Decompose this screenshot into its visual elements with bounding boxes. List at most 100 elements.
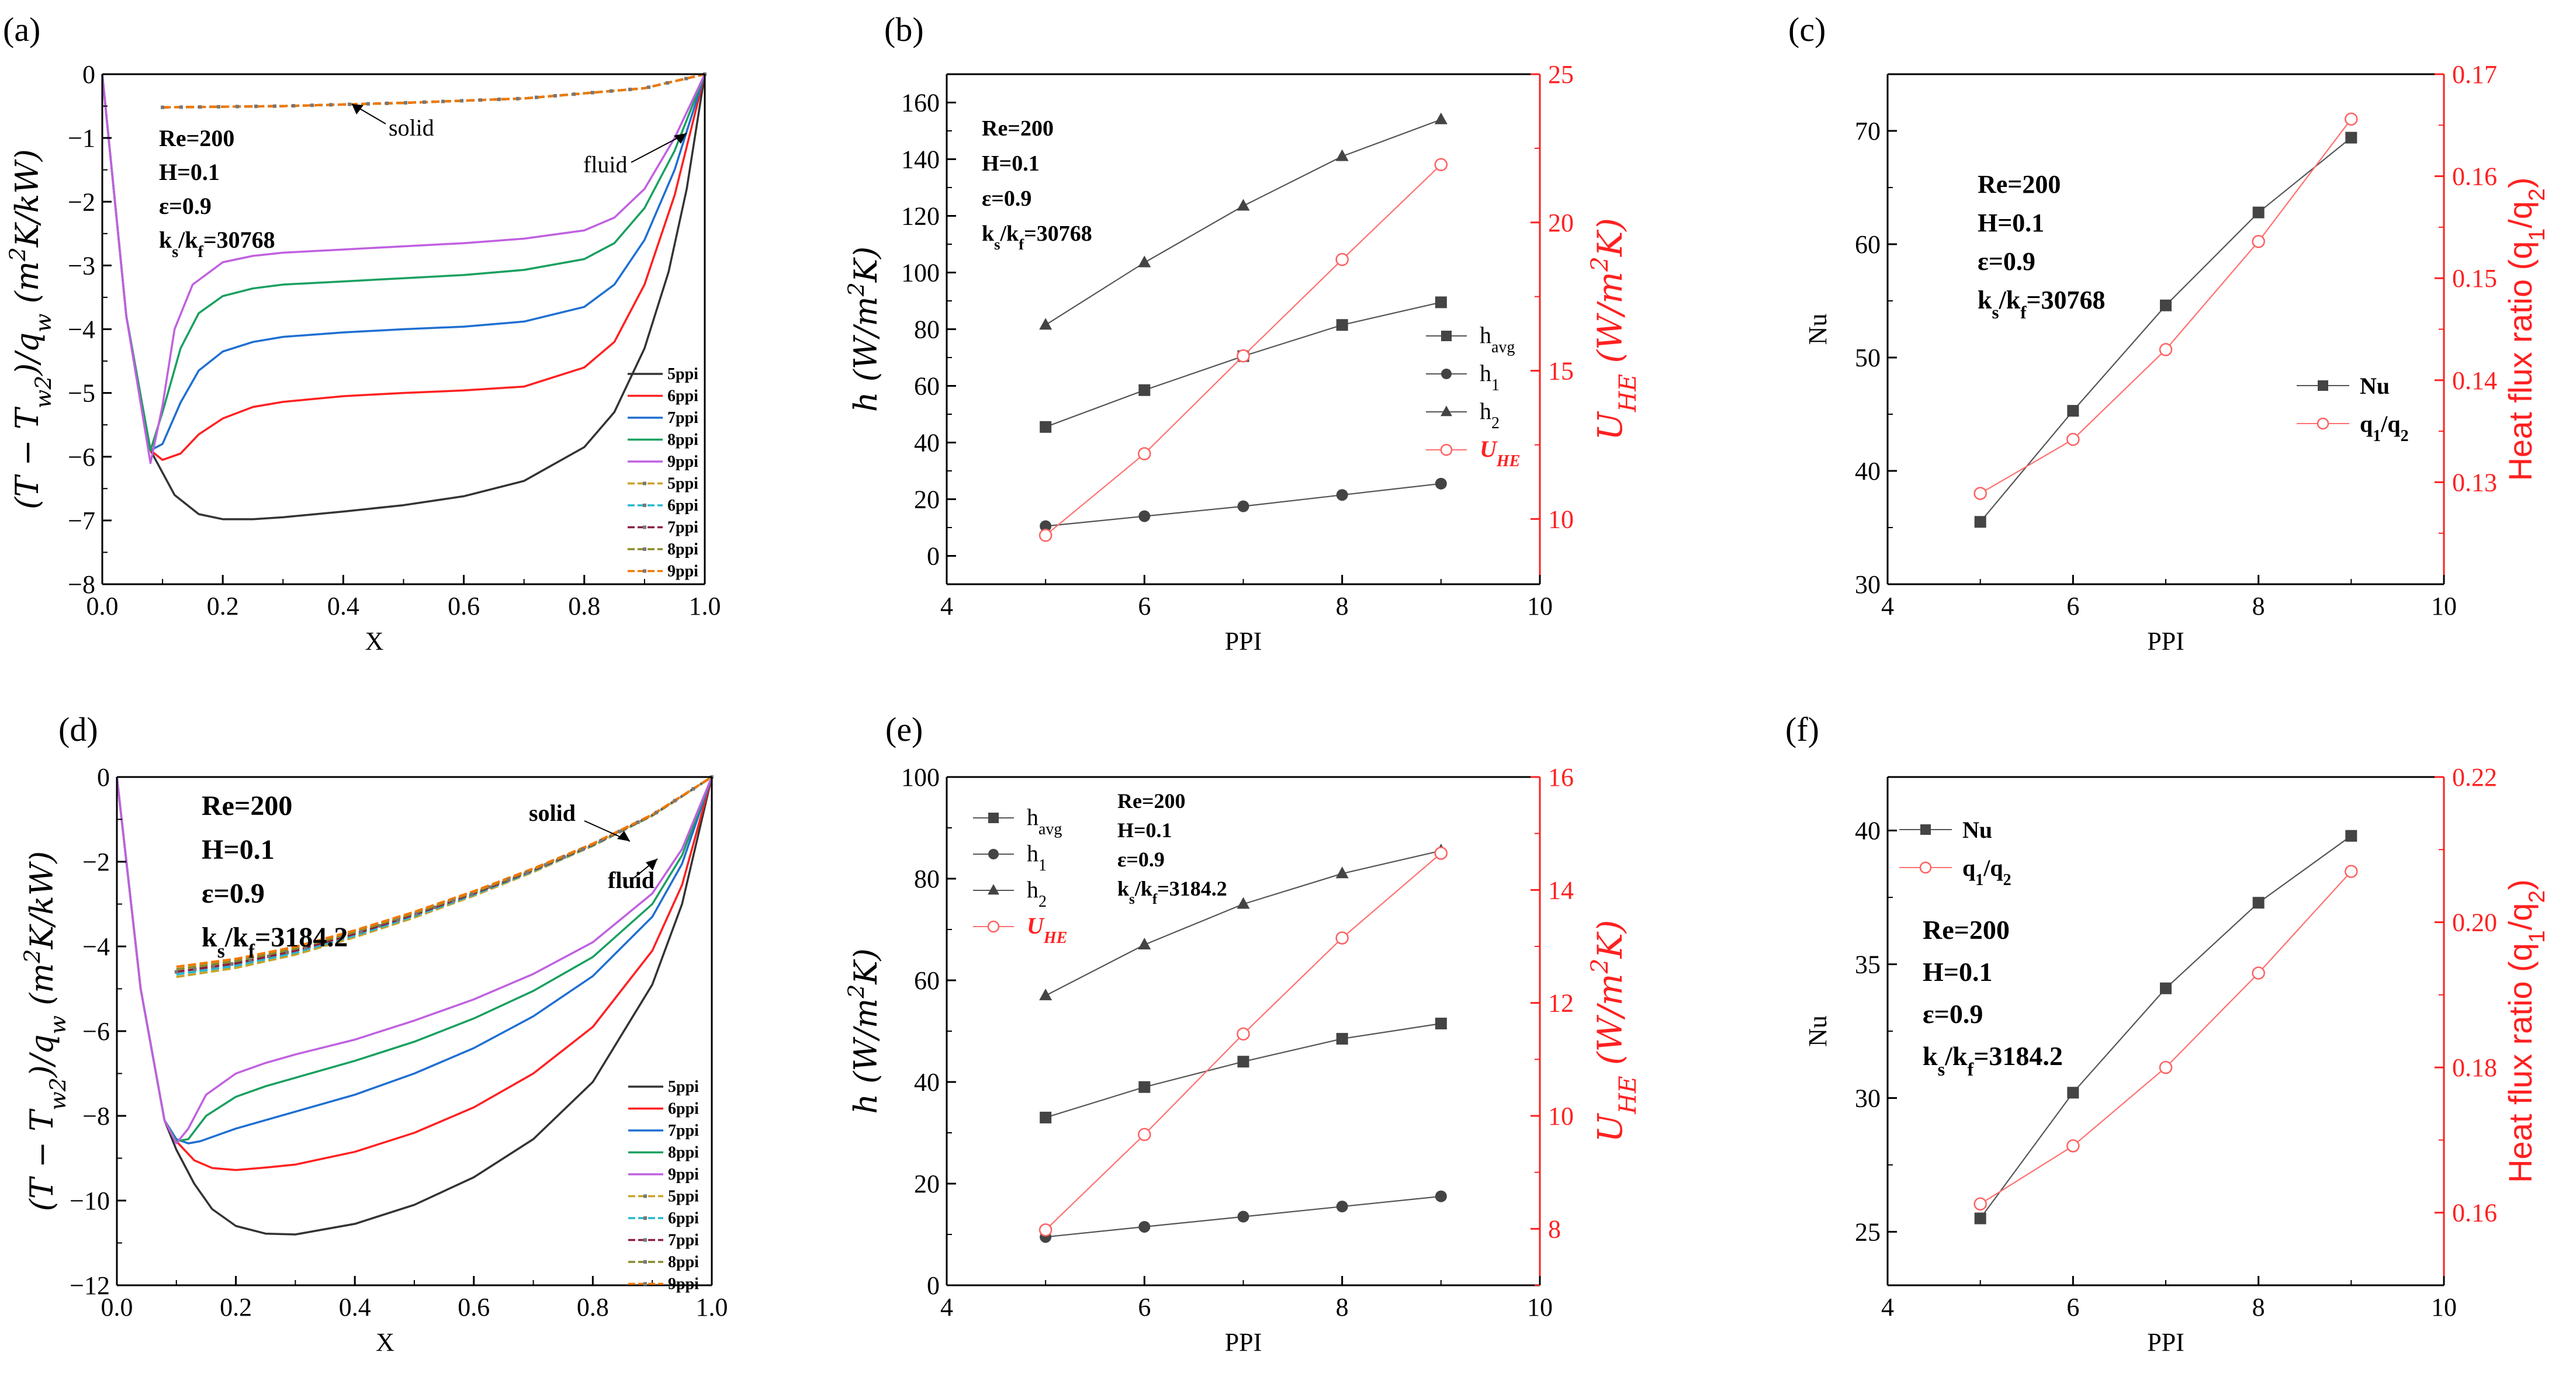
x-tick-label: 4: [940, 1293, 953, 1321]
y-tick-label: −6: [68, 443, 95, 471]
solid-curve-marker: [673, 799, 677, 803]
y-tick-label: 60: [1855, 230, 1881, 259]
data-point-h_2: [1237, 897, 1250, 909]
fluid-curve-5ppi: [101, 74, 706, 521]
solid-curve-marker: [553, 93, 558, 98]
data-point-h_1: [1040, 520, 1052, 532]
solid-curve: [176, 776, 713, 968]
y-axis-label: (T − Tw2)/qw (m2K/kW): [19, 851, 71, 1212]
y-tick-label: −6: [82, 1017, 110, 1046]
y2-axis-label: UHE (W/m2K): [1585, 920, 1642, 1143]
y2-axis-label: Heat flux ratio (q1/q2): [2502, 178, 2550, 481]
legend-label: 9ppi: [667, 563, 698, 581]
data-point-h_avg: [1435, 1017, 1447, 1029]
legend-label: 9ppi: [668, 1275, 699, 1293]
data-point-h_avg: [1040, 1111, 1052, 1123]
data-point-h_1: [1138, 1220, 1151, 1233]
series-line-U_HE: [1045, 852, 1442, 1231]
data-point-q1-q2: [2345, 865, 2358, 878]
x-tick-label: 0.6: [458, 1293, 490, 1321]
data-point-q1-q2: [2345, 112, 2358, 126]
y2-tick-label: 20: [1548, 209, 1574, 237]
data-point-U_HE: [1335, 931, 1349, 945]
x-tick-label: 6: [1138, 1293, 1151, 1321]
legend-label: q1/q2: [2360, 411, 2409, 445]
solid-curve-marker: [423, 100, 427, 104]
x-tick-label: 4: [1881, 592, 1894, 620]
y-tick-label: 60: [914, 372, 940, 401]
y2-tick-label: 0.16: [2452, 1199, 2497, 1227]
y-tick-label: −4: [82, 932, 110, 961]
annotation-eps: ε=0.9: [202, 878, 265, 909]
solid-curve-marker: [488, 885, 492, 889]
annotation-block: Re=200 H=0.1 ε=0.9 ks/kf=30768: [982, 116, 1092, 253]
y2-tick-label: 0.17: [2452, 60, 2497, 89]
x-tick-label: 10: [2431, 592, 2457, 620]
solid-curve-marker: [691, 787, 695, 791]
y-tick-label: −10: [70, 1187, 110, 1215]
callout-fluid-label: fluid: [583, 151, 628, 178]
legend-label: havg: [1027, 804, 1062, 838]
y-tick-label: −4: [68, 315, 95, 344]
legend-marker: [988, 813, 999, 823]
y-tick-label: 30: [1855, 570, 1881, 599]
legend-label: 5ppi: [667, 365, 698, 383]
y-tick-label: −1: [68, 124, 95, 152]
annotation-re: Re=200: [1117, 789, 1186, 813]
y-tick-label: −7: [68, 507, 95, 535]
x-tick-label: 0.4: [339, 1293, 371, 1321]
data-point-Nu: [1974, 1212, 1986, 1225]
annotation-block: Re=200 H=0.1 ε=0.9 ks/kf=30768: [159, 125, 275, 261]
solid-curve-marker: [236, 105, 240, 109]
annotation-block: Re=200 H=0.1 ε=0.9 ks/kf=3184.2: [202, 790, 348, 962]
callout-solid-label: solid: [529, 800, 576, 826]
y-tick-label: −5: [68, 379, 95, 408]
data-point-h_2: [1237, 199, 1250, 211]
solid-curve-marker: [636, 820, 640, 824]
y2-tick-label: 15: [1548, 357, 1574, 386]
solid-curve-marker: [414, 912, 418, 916]
legend-label: h2: [1480, 398, 1500, 432]
legend-label: 6ppi: [668, 1100, 699, 1118]
legend-label: 6ppi: [667, 387, 698, 405]
annotation-eps: ε=0.9: [1978, 247, 2035, 276]
legend: Nu q1/q2: [1899, 817, 2011, 889]
x-axis-label: PPI: [2147, 627, 2184, 655]
x-axis-label: X: [376, 1328, 394, 1357]
y-tick-label: 20: [914, 485, 940, 514]
x-tick-label: 0.8: [577, 1293, 609, 1321]
data-point-q1-q2: [1973, 487, 1987, 500]
solid-curve-marker: [179, 105, 183, 109]
solid-curve-marker: [193, 967, 197, 971]
x-tick-label: 8: [1336, 1293, 1349, 1321]
data-point-U_HE: [1138, 447, 1151, 460]
legend-label: 9ppi: [668, 1166, 699, 1184]
y-tick-label: 25: [1855, 1218, 1881, 1246]
legend-label: 5ppi: [667, 475, 698, 493]
annotation-re: Re=200: [982, 116, 1054, 141]
x-tick-label: 10: [1527, 592, 1553, 620]
legend-marker: [1441, 369, 1452, 379]
y-axis-label: h (W/m2K): [843, 247, 884, 412]
data-point-h_avg: [1336, 319, 1348, 331]
panel-label: (d): [58, 710, 98, 748]
y-tick-label: 0: [97, 763, 110, 792]
solid-curve-marker: [535, 95, 539, 99]
data-point-h_1: [1237, 500, 1249, 512]
y-tick-label: 120: [901, 202, 940, 231]
series-line-q1-q2: [1980, 870, 2352, 1205]
callout-fluid-arrowhead: [646, 859, 657, 870]
data-point-h_1: [1138, 510, 1151, 522]
y2-tick-label: 0.15: [2452, 264, 2497, 293]
legend-marker: [643, 547, 646, 551]
solid-curve-marker: [470, 892, 474, 896]
annotation-eps: ε=0.9: [159, 193, 212, 219]
y-tick-label: 70: [1855, 117, 1881, 145]
legend: Nu q1/q2: [2297, 373, 2409, 445]
data-point-U_HE: [1038, 1223, 1052, 1237]
solid-curve-marker: [174, 970, 178, 974]
annotation-h: H=0.1: [1117, 818, 1172, 842]
solid-curve-marker: [543, 863, 548, 867]
